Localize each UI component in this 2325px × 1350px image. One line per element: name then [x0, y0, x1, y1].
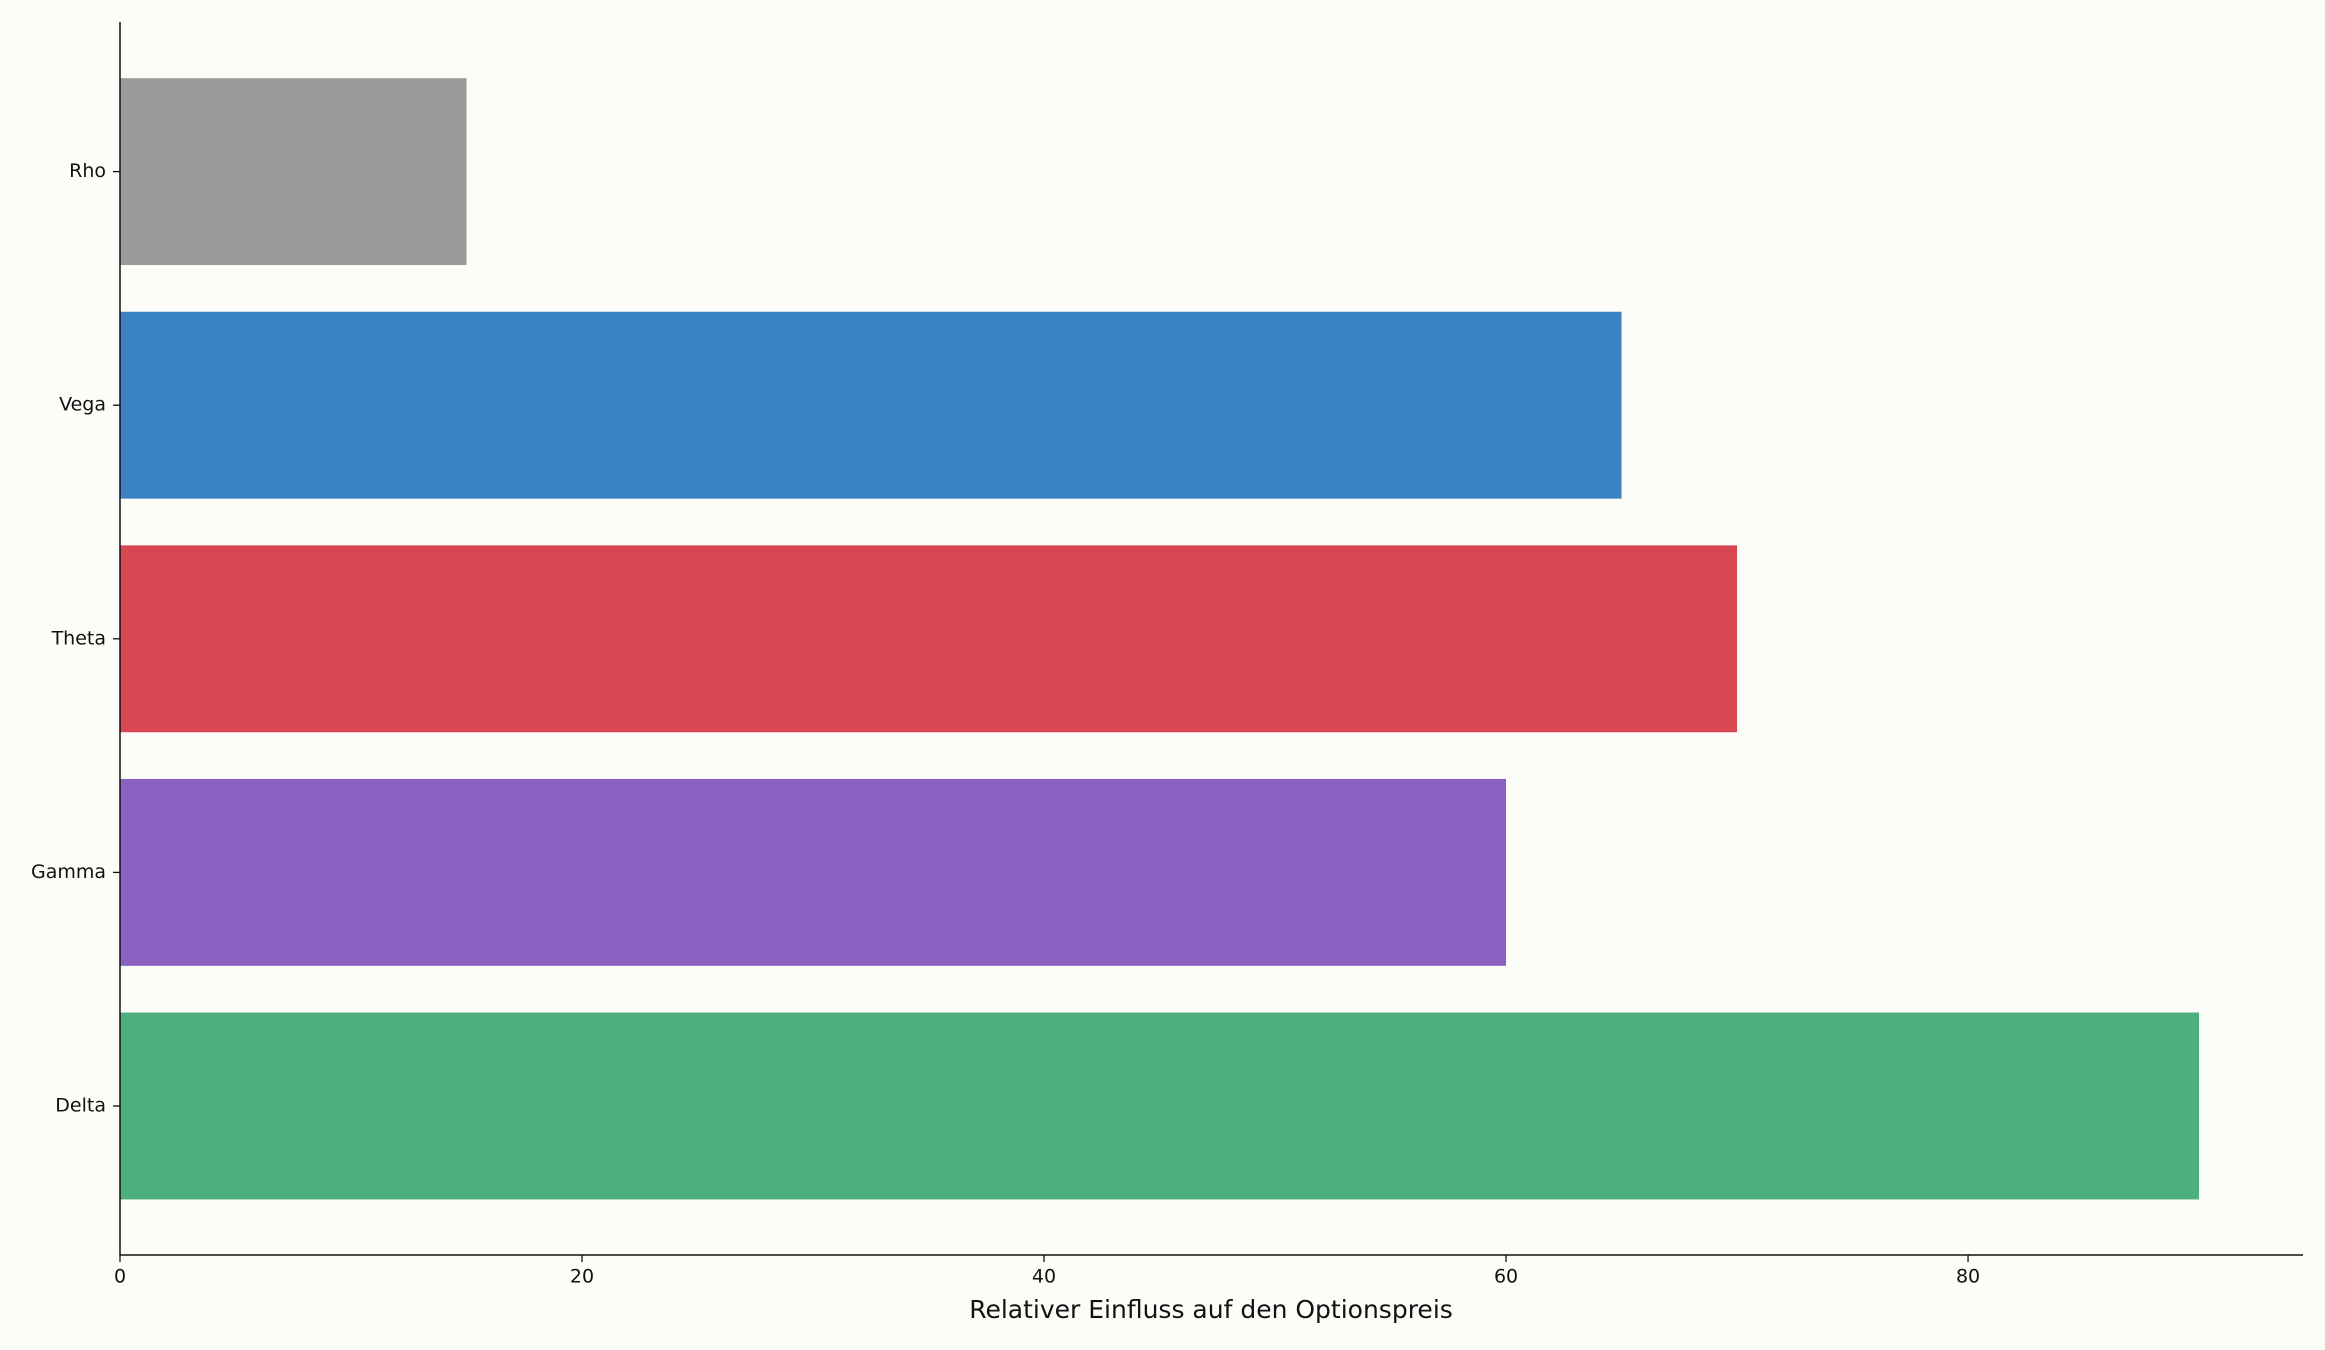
bar	[120, 778, 1507, 966]
y-tick-label: Gamma	[31, 861, 106, 883]
x-axis-label: Relativer Einfluss auf den Optionspreis	[969, 1295, 1453, 1324]
y-tick-label: Rho	[69, 160, 106, 182]
x-tick-label: 40	[1032, 1266, 1056, 1288]
y-tick-label: Delta	[55, 1095, 106, 1117]
bar	[120, 545, 1738, 733]
bar	[120, 1012, 2200, 1200]
x-tick-label: 80	[1956, 1266, 1980, 1288]
bar	[120, 311, 1622, 499]
bar	[120, 78, 467, 266]
y-tick-label: Theta	[51, 627, 106, 649]
x-tick-label: 20	[570, 1266, 594, 1288]
y-tick-label: Vega	[59, 394, 106, 416]
x-tick-label: 0	[114, 1266, 126, 1288]
x-tick-label: 60	[1494, 1266, 1518, 1288]
